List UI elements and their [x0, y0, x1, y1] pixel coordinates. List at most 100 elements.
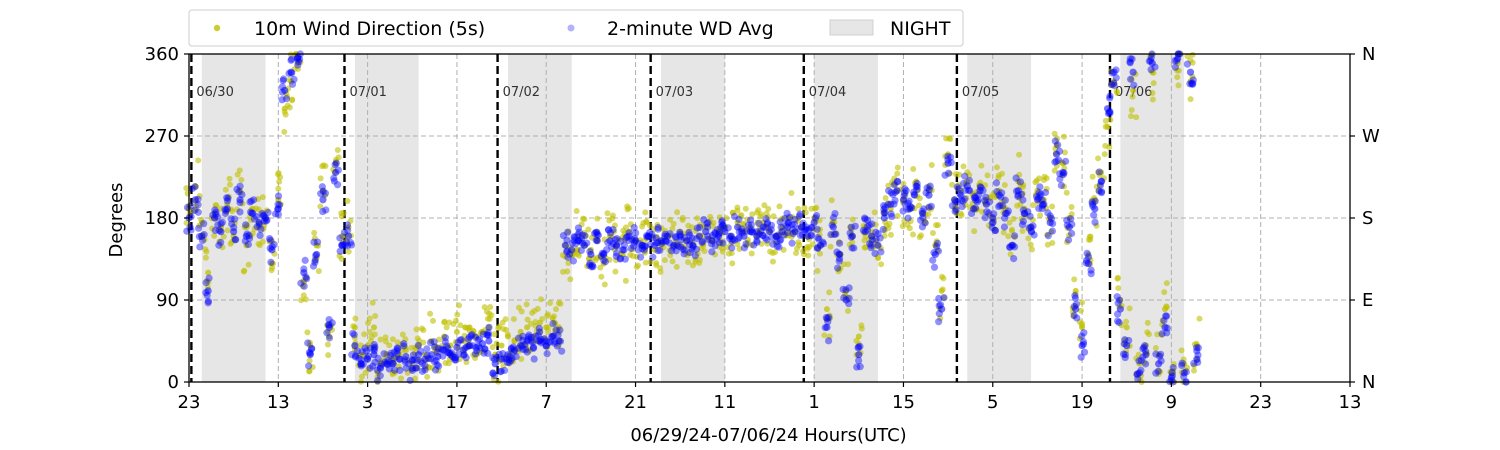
point-80-4: [694, 250, 701, 257]
point-23-4: [334, 147, 341, 154]
point-20-4: [312, 251, 320, 259]
point-116-1: [927, 202, 935, 210]
point-134-5: [1038, 201, 1047, 210]
point-151-0: [1149, 96, 1156, 103]
point-24-4: [336, 247, 344, 255]
point-63-3: [585, 226, 592, 233]
ytick-label-3: 270: [145, 126, 179, 147]
point-139-4: [1071, 294, 1079, 302]
point-149-2: [1135, 357, 1143, 365]
point-74-4: [657, 269, 664, 276]
point-125-2: [981, 197, 989, 205]
y-axis-title: Degrees: [106, 183, 127, 258]
point-112-1: [902, 187, 910, 195]
point-153-0: [1161, 289, 1168, 296]
point-21-0: [321, 189, 330, 197]
point-39-1: [435, 367, 442, 374]
point-119-4: [944, 152, 952, 161]
point-128-4: [1003, 209, 1011, 217]
point-14-5: [274, 205, 282, 213]
point-61-2: [574, 224, 583, 232]
point-77: [676, 232, 684, 240]
point-21-4: [319, 187, 327, 195]
point-60-3: [565, 250, 574, 258]
point-25-3: [344, 198, 351, 205]
point-19-4: [306, 357, 313, 364]
point-146: [1116, 305, 1124, 313]
point-113-3: [906, 225, 913, 232]
point-15-2: [278, 88, 286, 96]
point-150-0: [1141, 342, 1149, 350]
point-3-2: [204, 299, 212, 307]
point-45-4: [471, 350, 480, 358]
point-150: [1142, 342, 1149, 349]
point-33-5: [394, 345, 402, 353]
point-132-1: [1027, 241, 1034, 248]
point-150-5: [1142, 347, 1150, 355]
point-75: [663, 232, 672, 240]
point-37-3: [418, 359, 426, 368]
point-19-0: [304, 339, 312, 347]
point-136-5: [1051, 137, 1059, 145]
point-151: [1148, 59, 1156, 67]
point-120-2: [953, 183, 961, 191]
point-67-0: [613, 242, 621, 250]
point-134-3: [1038, 196, 1046, 204]
point-139-5: [1071, 292, 1079, 300]
point-98-3: [809, 241, 816, 248]
point-118-5: [941, 294, 948, 301]
point-3-3: [202, 289, 210, 297]
point-29: [370, 324, 377, 331]
point-114-5: [910, 165, 917, 172]
point-115-1: [917, 216, 925, 224]
point-6-3: [221, 205, 229, 213]
point-158-1: [1194, 358, 1202, 366]
point-73: [651, 241, 659, 249]
point-155-2: [1174, 74, 1181, 81]
point-81-3: [704, 232, 712, 240]
point-23-2: [332, 159, 340, 167]
point-11-1: [256, 231, 264, 240]
point-132-1: [1029, 222, 1037, 230]
point-149-4: [1137, 366, 1145, 374]
point-76-0: [669, 258, 676, 265]
point-12-4: [262, 217, 270, 225]
point-146-0: [1113, 317, 1122, 325]
point-87-5: [740, 244, 748, 252]
point-93-1: [777, 223, 785, 231]
point-53-5: [521, 346, 530, 354]
point-108-1: [874, 254, 881, 261]
point-144-4: [1106, 94, 1114, 102]
point-2-0: [196, 222, 203, 229]
point-66-2: [606, 229, 615, 237]
point-34-2: [402, 344, 409, 351]
point-122-2: [962, 201, 969, 208]
point-33-3: [398, 375, 405, 382]
point-75-3: [661, 257, 668, 264]
point-103-4: [845, 294, 853, 302]
point-107-1: [867, 241, 875, 249]
point-58-0: [556, 337, 565, 345]
point-144-0: [1106, 92, 1114, 100]
point-35-2: [409, 351, 417, 359]
point-135-5: [1044, 232, 1052, 240]
point-143-2: [1095, 155, 1102, 162]
point-18-3: [298, 297, 305, 304]
point-157-4: [1187, 57, 1194, 64]
point-82-1: [711, 242, 719, 250]
point-92-2: [773, 242, 781, 250]
point-149-5: [1137, 356, 1145, 365]
point-151-0: [1145, 57, 1153, 65]
point-86-0: [734, 241, 741, 248]
point-20-0: [311, 229, 318, 236]
point-68-0: [620, 246, 628, 254]
point-93-4: [776, 237, 784, 245]
point-90-5: [758, 231, 767, 240]
point-69-3: [623, 233, 631, 241]
point-96: [797, 223, 805, 231]
point-50-4: [505, 356, 513, 364]
point-97-0: [805, 252, 812, 259]
point-35-5: [408, 356, 416, 365]
point-13-4: [269, 260, 276, 267]
point-47-3: [483, 331, 492, 339]
